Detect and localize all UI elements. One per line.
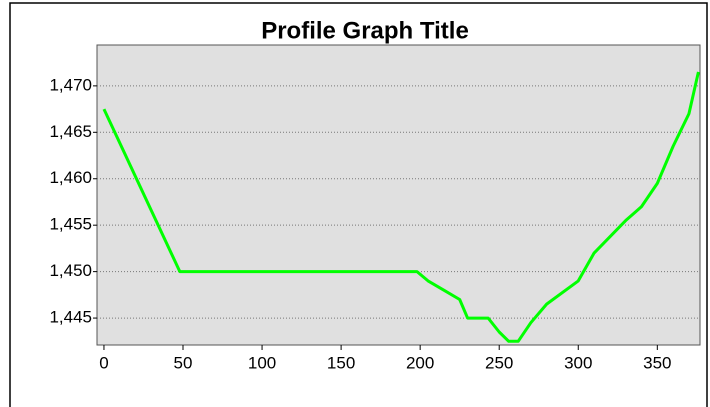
plot-area [96, 44, 701, 346]
x-tick-label: 350 [643, 353, 671, 372]
x-tick-label: 0 [99, 353, 108, 372]
x-tick-label: 300 [564, 353, 592, 372]
profile-line [102, 71, 700, 343]
x-tick-label: 200 [406, 353, 434, 372]
y-tick-label: 1,455 [49, 215, 92, 234]
x-tick-label: 100 [248, 353, 276, 372]
chart-title: Profile Graph Title [261, 17, 469, 44]
x-tick-label: 250 [485, 353, 513, 372]
x-tick-label: 150 [327, 353, 355, 372]
x-tick-label: 50 [174, 353, 193, 372]
y-tick-label: 1,445 [49, 308, 92, 327]
y-tick-label: 1,470 [49, 75, 92, 94]
y-tick-label: 1,460 [49, 168, 92, 187]
y-tick-label: 1,450 [49, 261, 92, 280]
y-tick-label: 1,465 [49, 122, 92, 141]
